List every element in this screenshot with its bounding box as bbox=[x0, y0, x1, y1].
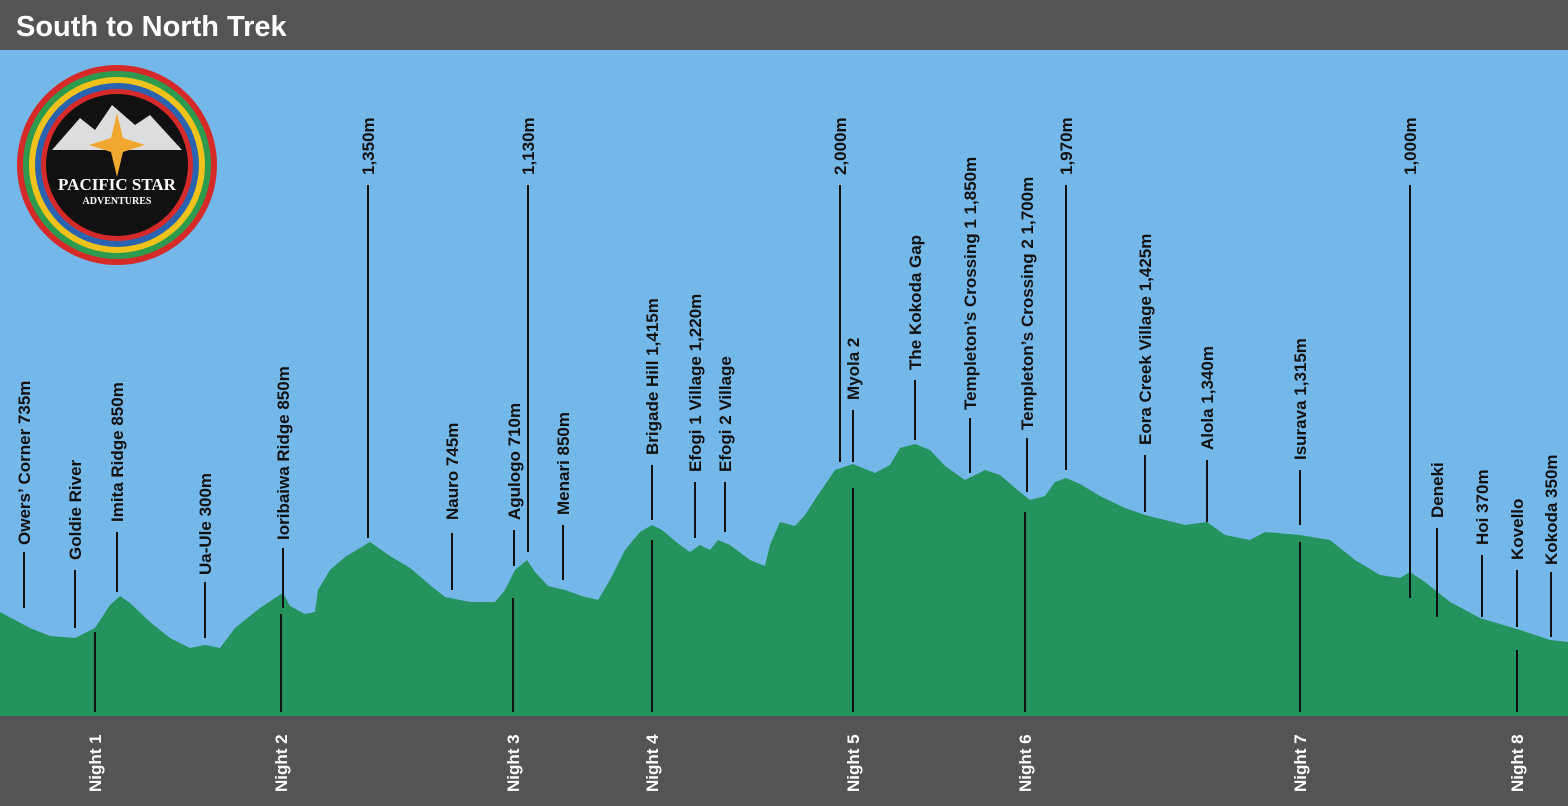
landmark-label: 2,000m bbox=[831, 117, 850, 175]
night-label: Night 5 bbox=[844, 734, 863, 792]
footer-bar bbox=[0, 716, 1568, 806]
header-bar bbox=[0, 0, 1568, 50]
logo-tagline: ADVENTURES bbox=[83, 196, 152, 207]
landmark-label: Myola 2 bbox=[844, 338, 863, 400]
landmark-label: Kokoda 350m bbox=[1542, 454, 1561, 565]
elevation-profile bbox=[0, 444, 1568, 716]
landmark-label: Brigade Hill 1,415m bbox=[643, 298, 662, 455]
landmark-label: Isurava 1,315m bbox=[1291, 338, 1310, 460]
landmark-label: Ioribaiwa Ridge 850m bbox=[274, 366, 293, 540]
title: South to North Trek bbox=[16, 11, 288, 43]
landmark-label: Templeton’s Crossing 2 1,700m bbox=[1018, 177, 1037, 430]
night-label: Night 1 bbox=[86, 734, 105, 792]
logo-star bbox=[89, 113, 145, 177]
landmark-label: Owers’ Corner 735m bbox=[15, 381, 34, 545]
landmark-label: Efogi 2 Village bbox=[716, 356, 735, 472]
night-label: Night 7 bbox=[1291, 734, 1310, 792]
night-label: Night 6 bbox=[1016, 734, 1035, 792]
night-label: Night 3 bbox=[504, 734, 523, 792]
landmark-label: 1,970m bbox=[1057, 117, 1076, 175]
landmark-label: Efogi 1 Village 1,220m bbox=[686, 294, 705, 472]
landmark-label: Deneki bbox=[1428, 462, 1447, 518]
landmark-label: 1,000m bbox=[1401, 117, 1420, 175]
night-label: Night 2 bbox=[272, 734, 291, 792]
landmark-label: Goldie River bbox=[66, 459, 85, 560]
landmark-label: 1,350m bbox=[359, 117, 378, 175]
landmark-label: Alola 1,340m bbox=[1198, 346, 1217, 450]
night-label: Night 8 bbox=[1508, 734, 1527, 792]
landmark-label: 1,130m bbox=[519, 117, 538, 175]
landmark-label: Ua-Ule 300m bbox=[196, 473, 215, 575]
landmark-label: Hoi 370m bbox=[1473, 469, 1492, 545]
logo: PACIFIC STAR ADVENTURES bbox=[17, 65, 217, 265]
landmark-label: Agulogo 710m bbox=[505, 403, 524, 520]
landmark-label: Kovello bbox=[1508, 499, 1527, 560]
night-label: Night 4 bbox=[643, 734, 662, 792]
landmark-label: The Kokoda Gap bbox=[906, 235, 925, 370]
landmark-label: Eora Creek Village 1,425m bbox=[1136, 234, 1155, 445]
landmark-label: Menari 850m bbox=[554, 412, 573, 515]
landmark-label: Templeton’s Crossing 1 1,850m bbox=[961, 157, 980, 410]
logo-name: PACIFIC STAR bbox=[58, 175, 177, 194]
landmark-label: Nauro 745m bbox=[443, 423, 462, 520]
landmark-label: Imita Ridge 850m bbox=[108, 382, 127, 522]
